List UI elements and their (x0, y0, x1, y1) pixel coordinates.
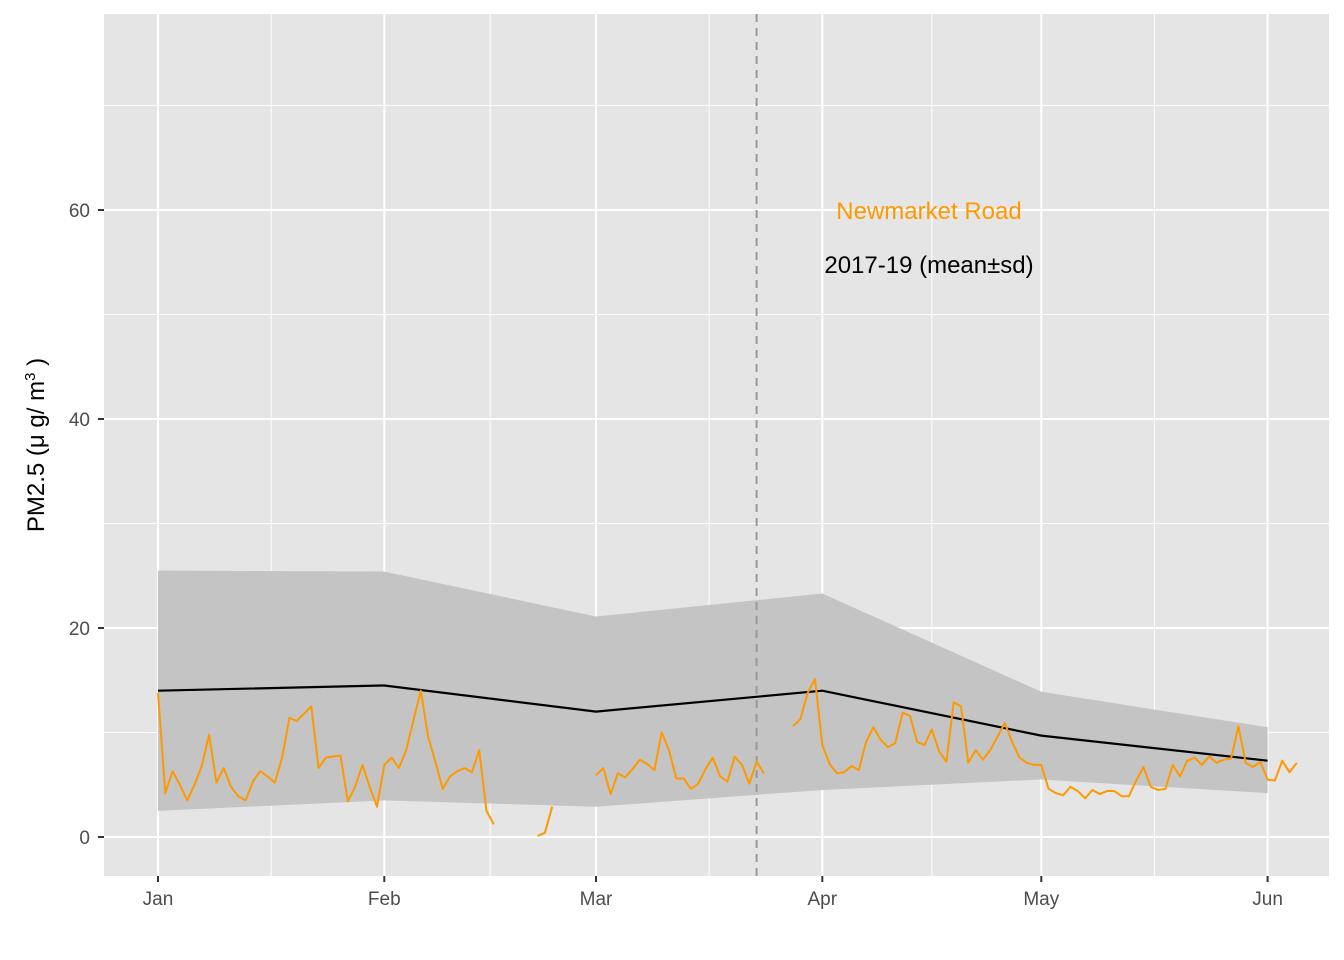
y-tick-label: 20 (69, 619, 90, 640)
series-segment (537, 806, 554, 837)
x-tick-label: Jun (1252, 889, 1283, 910)
y-axis-title: PM2.5 (μ g/ m3 ) (22, 358, 50, 532)
mean-line (157, 684, 1268, 762)
x-tick-label: Apr (808, 889, 838, 910)
y-tick-label: 0 (79, 828, 90, 849)
site-annotation: Newmarket Road (836, 198, 1021, 225)
x-tick-label: Feb (368, 889, 401, 910)
baseline-mean-line (157, 684, 1268, 762)
y-axis-title-sup: 3 (22, 373, 39, 381)
y-axis-title-main: PM2.5 (μ g/ m (23, 381, 50, 532)
y-tick-label: 60 (69, 201, 90, 222)
site-series (157, 678, 1298, 837)
x-axis: Jan Feb Mar Apr May Jun (143, 876, 1283, 910)
x-tick-label: Mar (580, 889, 613, 910)
y-tick-label: 40 (69, 410, 90, 431)
series-segment (157, 689, 495, 825)
series-segment (595, 731, 765, 796)
x-tick-label: Jan (143, 889, 174, 910)
baseline-annotation: 2017-19 (mean±sd) (824, 252, 1033, 279)
y-axis: 0 20 40 60 (69, 201, 104, 849)
x-tick-label: May (1023, 889, 1059, 910)
y-axis-title-tail: ) (23, 358, 50, 373)
series-segment (792, 678, 1298, 800)
